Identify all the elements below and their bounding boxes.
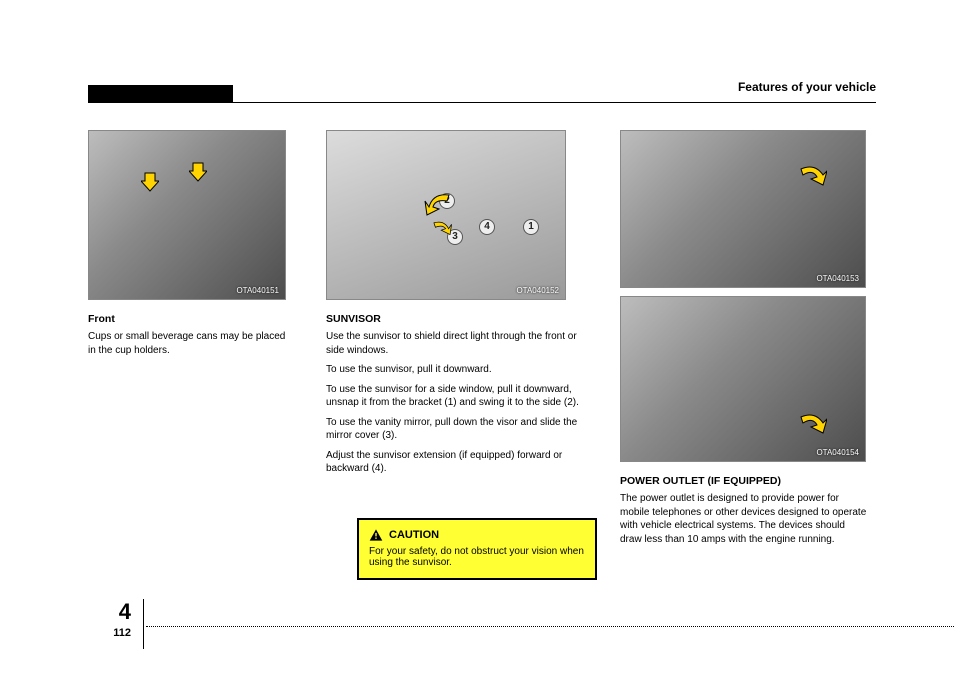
curve-arrow-icon	[431, 217, 453, 239]
para: Adjust the sunvisor extension (if equipp…	[326, 449, 580, 476]
curve-arrow-icon	[797, 409, 827, 439]
figure-cupholder: OTA040151	[88, 130, 286, 300]
figure-tag: OTA040153	[816, 274, 859, 283]
warning-icon	[369, 528, 383, 542]
caution-head: CAUTION	[369, 528, 585, 542]
para: Cups or small beverage cans may be place…	[88, 330, 288, 357]
page-number-block: 4 112	[62, 599, 144, 649]
figure-tag: OTA040154	[816, 448, 859, 457]
heading-power-outlet: POWER OUTLET (IF EQUIPPED)	[620, 474, 868, 488]
dotted-rule	[146, 626, 954, 627]
para: Use the sunvisor to shield direct light …	[326, 330, 580, 357]
para: The power outlet is designed to provide …	[620, 492, 868, 546]
page-section-number: 4	[62, 599, 143, 625]
caution-box: CAUTION For your safety, do not obstruct…	[357, 518, 597, 580]
para: To use the vanity mirror, pull down the …	[326, 416, 580, 443]
figure-tag: OTA040151	[236, 286, 279, 295]
col-right: POWER OUTLET (IF EQUIPPED) The power out…	[620, 474, 868, 552]
badge-4: 4	[479, 219, 495, 235]
heading-sunvisor: SUNVISOR	[326, 312, 580, 326]
section-bar	[88, 85, 233, 103]
heading-front: Front	[88, 312, 288, 326]
arrow-icon	[141, 171, 159, 193]
page-number: 112	[62, 627, 143, 639]
badge-1: 1	[523, 219, 539, 235]
section-title: Features of your vehicle	[738, 80, 876, 94]
figure-sunvisor: 1 2 3 4 OTA040152	[326, 130, 566, 300]
figure-tag: OTA040152	[516, 286, 559, 295]
caution-body: For your safety, do not obstruct your vi…	[369, 546, 585, 568]
col-left: Front Cups or small beverage cans may be…	[88, 312, 288, 363]
manual-page: Features of your vehicle OTA040151 1 2 3…	[0, 0, 954, 685]
curve-arrow-icon	[797, 161, 827, 191]
caution-title: CAUTION	[389, 529, 439, 541]
para: To use the sunvisor, pull it downward.	[326, 363, 580, 377]
arrow-icon	[189, 161, 207, 183]
curve-arrow-icon	[423, 189, 453, 219]
figure-power-outlet-top: OTA040153	[620, 130, 866, 288]
figure-power-outlet-bottom: OTA040154	[620, 296, 866, 462]
col-middle: SUNVISOR Use the sunvisor to shield dire…	[326, 312, 580, 482]
para: To use the sunvisor for a side window, p…	[326, 383, 580, 410]
